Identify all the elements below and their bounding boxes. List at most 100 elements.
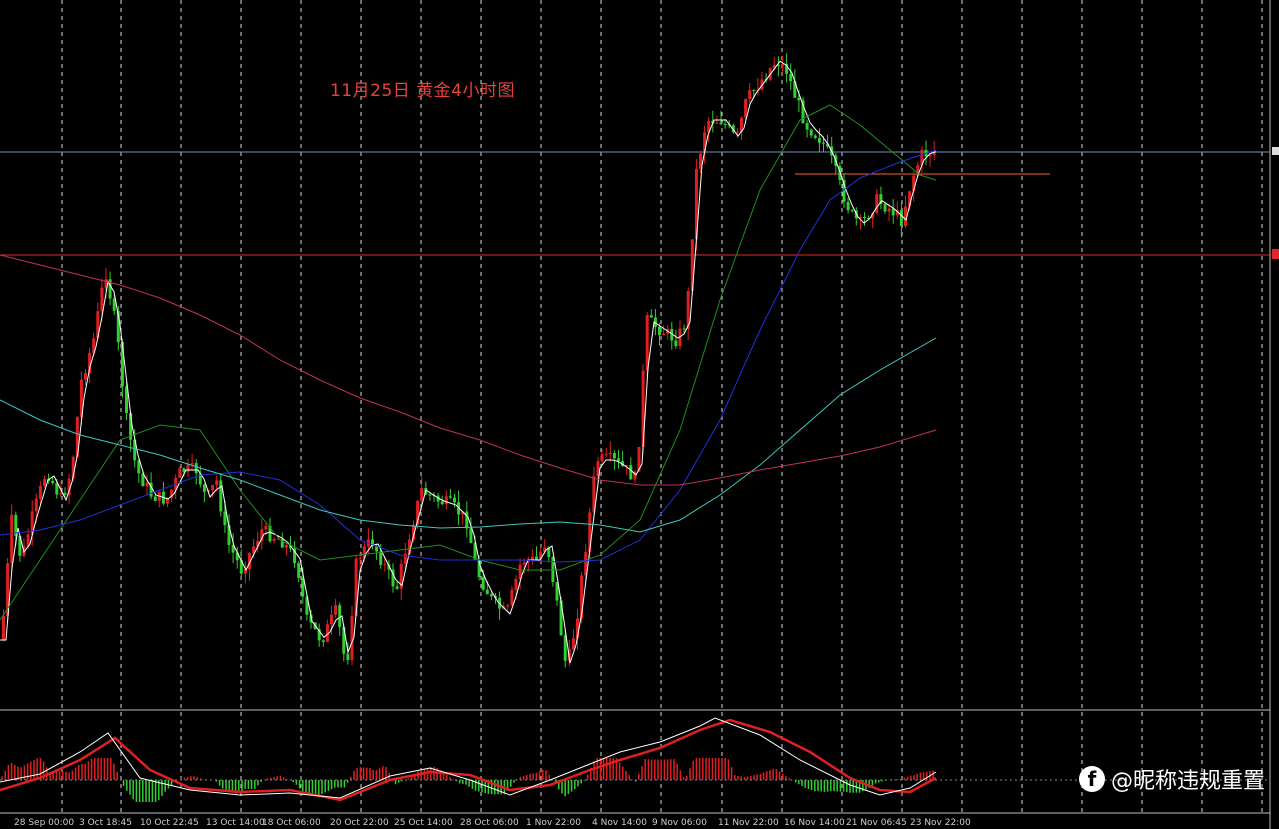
- candle-body: [858, 216, 862, 219]
- candle-body: [662, 333, 666, 335]
- candle-body: [26, 534, 30, 547]
- candle-body: [735, 131, 739, 133]
- candle-body: [645, 315, 649, 371]
- candle-body: [904, 206, 907, 226]
- candle-body: [453, 497, 456, 503]
- candle-body: [928, 154, 932, 157]
- chart-title: 11月25日 黄金4小时图: [330, 81, 515, 101]
- candle-body: [822, 142, 825, 144]
- candle-body: [2, 615, 5, 640]
- facebook-icon: f: [1078, 766, 1105, 792]
- candle-body: [887, 208, 891, 212]
- candle-body: [699, 153, 702, 169]
- candle-body: [535, 556, 538, 560]
- x-tick-label: 28 Oct 06:00: [460, 818, 519, 828]
- candle-body: [518, 564, 522, 579]
- candle-body: [772, 64, 776, 69]
- candle-body: [79, 379, 83, 418]
- candle-body: [272, 538, 276, 542]
- candle-body: [694, 168, 698, 240]
- candle-body: [178, 468, 182, 478]
- x-tick-label: 3 Oct 18:45: [79, 818, 132, 828]
- candle-body: [686, 290, 690, 329]
- candle-body: [522, 562, 526, 565]
- candle-body: [617, 458, 620, 462]
- candle-body: [678, 328, 682, 347]
- candle-body: [600, 454, 604, 462]
- candle-body: [576, 618, 579, 639]
- candle-body: [75, 417, 79, 457]
- candle-body: [776, 64, 780, 66]
- x-tick-label: 18 Oct 06:00: [262, 818, 321, 828]
- candle-body: [690, 239, 694, 291]
- candle-body: [805, 123, 809, 130]
- candle-body: [785, 63, 789, 74]
- candle-body: [707, 120, 711, 133]
- candle-body: [637, 446, 641, 472]
- candle-body: [412, 524, 415, 540]
- candle-body: [297, 563, 301, 578]
- candle-body: [912, 175, 916, 192]
- candle-body: [592, 476, 596, 513]
- candle-body: [248, 553, 251, 570]
- candle-body: [71, 456, 75, 479]
- candle-body: [584, 552, 588, 576]
- candle-body: [612, 453, 616, 459]
- x-tick-label: 10 Oct 22:45: [140, 818, 199, 828]
- candle-body: [96, 311, 100, 339]
- candle-body: [182, 468, 186, 472]
- candle-body: [461, 511, 465, 515]
- candle-body: [428, 494, 432, 496]
- candle-body: [477, 559, 481, 578]
- candle-body: [932, 150, 936, 155]
- candle-body: [305, 596, 309, 615]
- candle-body: [88, 352, 92, 374]
- candle-body: [112, 298, 116, 311]
- candle-body: [826, 143, 830, 147]
- candle-body: [920, 149, 924, 166]
- x-tick-label: 1 Nov 22:00: [526, 818, 581, 828]
- candle-body: [444, 496, 448, 505]
- candle-body: [330, 614, 333, 625]
- candle-body: [379, 551, 383, 565]
- candle-body: [145, 482, 149, 487]
- candle-body: [325, 624, 329, 643]
- candle-body: [407, 539, 411, 554]
- candle-body: [817, 137, 821, 143]
- candle-body: [551, 556, 555, 582]
- candle-body: [703, 132, 707, 154]
- candle-body: [59, 492, 63, 495]
- candle-body: [846, 201, 850, 211]
- x-tick-label: 4 Nov 14:00: [592, 818, 647, 828]
- candle-body: [383, 564, 387, 566]
- candle-body: [153, 496, 157, 501]
- candle-body: [375, 546, 379, 552]
- candle-body: [530, 556, 534, 560]
- candle-body: [871, 212, 875, 219]
- candle-body: [399, 563, 403, 589]
- candle-body: [100, 287, 104, 312]
- candle-body: [116, 310, 120, 343]
- candle-body: [797, 97, 801, 101]
- candle-body: [895, 210, 899, 216]
- candle-body: [92, 338, 96, 353]
- candle-body: [34, 498, 38, 512]
- candle-body: [510, 589, 514, 606]
- candle-body: [141, 473, 145, 487]
- price-marker-red: [1272, 249, 1279, 259]
- candle-body: [489, 594, 493, 597]
- candle-body: [268, 525, 272, 542]
- candle-body: [293, 548, 297, 564]
- candle-body: [334, 605, 338, 615]
- candle-body: [260, 529, 264, 542]
- candle-body: [190, 463, 194, 465]
- candle-body: [321, 640, 325, 643]
- candle-body: [358, 558, 362, 560]
- candle-body: [596, 461, 600, 477]
- candle-body: [276, 538, 280, 540]
- candle-body: [633, 471, 637, 480]
- candle-body: [284, 544, 288, 548]
- macd-signal-line: [0, 718, 937, 802]
- candle-body: [670, 328, 674, 341]
- candle-body: [235, 552, 239, 561]
